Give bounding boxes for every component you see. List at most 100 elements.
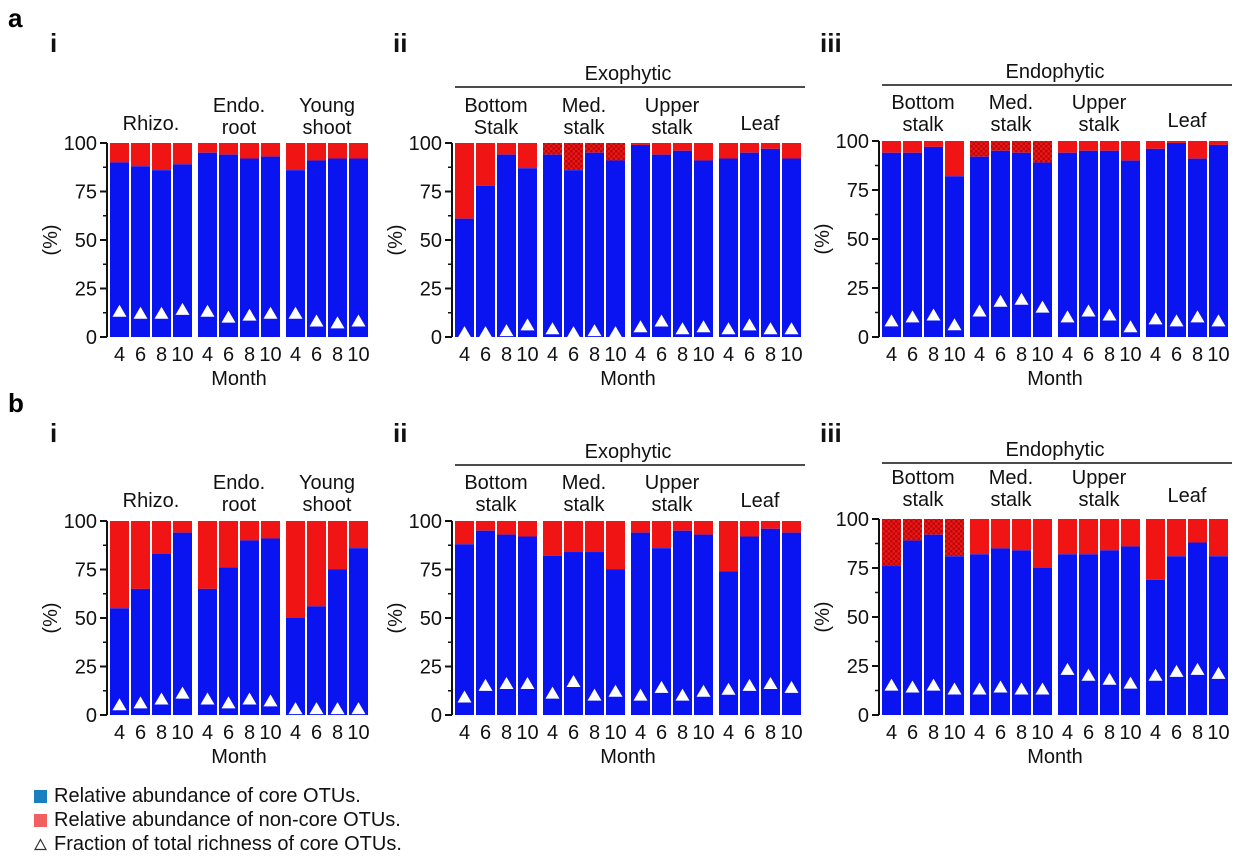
y-tick-label: 25: [75, 279, 97, 301]
x-tick-label: 4: [1150, 344, 1161, 366]
richness-marker: [633, 320, 648, 333]
richness-marker: [478, 678, 493, 691]
x-tick-label: 10: [1031, 344, 1053, 366]
bar-core: [152, 170, 171, 337]
bar-core: [131, 588, 150, 715]
richness-marker: [1102, 672, 1117, 685]
x-tick-label: 10: [943, 722, 965, 744]
bar-noncore: [1033, 519, 1052, 568]
bar-core: [131, 166, 150, 337]
bar-core: [564, 170, 583, 337]
bar-core: [694, 534, 713, 715]
section-header: Exophytic: [585, 63, 672, 85]
richness-marker: [242, 308, 257, 321]
x-tick-label: 10: [1119, 722, 1141, 744]
x-tick-label: 6: [223, 344, 234, 366]
x-tick-label: 8: [1192, 722, 1203, 744]
group-title: Stalk: [474, 117, 519, 139]
y-tick-label: 0: [431, 705, 442, 727]
richness-marker: [263, 694, 278, 707]
bar-core: [740, 536, 759, 715]
richness-marker: [947, 682, 962, 695]
richness-marker: [742, 318, 757, 331]
bar-core: [110, 162, 129, 337]
richness-marker: [784, 680, 799, 693]
group-title: stalk: [475, 494, 517, 516]
x-tick-label: 8: [589, 722, 600, 744]
richness-marker: [675, 322, 690, 335]
bar-core: [198, 152, 217, 337]
x-tick-label: 8: [1104, 722, 1115, 744]
richness-marker: [330, 702, 345, 715]
group-title: Leaf: [1168, 110, 1207, 132]
x-tick-label: 6: [135, 722, 146, 744]
bar-core: [782, 158, 801, 337]
x-tick-label: 10: [692, 344, 714, 366]
richness-marker: [654, 680, 669, 693]
group-title: Upper: [1072, 467, 1127, 489]
bar-noncore: [924, 519, 943, 535]
group-title: Med.: [562, 95, 606, 117]
bar-core: [970, 554, 989, 715]
bar-core: [219, 154, 238, 337]
richness-marker: [947, 318, 962, 331]
group-title: shoot: [303, 117, 352, 139]
legend-core-label: Relative abundance of core OTUs.: [54, 784, 361, 807]
bar-core: [1146, 148, 1165, 337]
richness-marker: [351, 702, 366, 715]
bar-noncore: [152, 143, 171, 171]
y-tick-label: 100: [836, 131, 869, 153]
group-title: Endo.: [213, 472, 265, 494]
y-tick-label: 50: [75, 230, 97, 252]
x-tick-label: 4: [459, 344, 470, 366]
group-title: Upper: [645, 95, 700, 117]
x-tick-label: 4: [723, 722, 734, 744]
legend-noncore-label: Relative abundance of non-core OTUs.: [54, 808, 401, 831]
richness-marker: [1035, 300, 1050, 313]
bar-core: [240, 158, 259, 337]
x-tick-label: 8: [244, 344, 255, 366]
richness-marker: [133, 696, 148, 709]
richness-marker: [884, 314, 899, 327]
bar-noncore: [903, 141, 922, 153]
panel-label: iii: [820, 28, 842, 58]
group-title: stalk: [902, 489, 944, 511]
bar-noncore: [543, 143, 562, 155]
bar-noncore: [261, 143, 280, 157]
bar-noncore: [903, 519, 922, 541]
bar-core: [261, 538, 280, 715]
x-tick-label: 6: [744, 344, 755, 366]
bar-noncore: [1188, 519, 1207, 543]
richness-marker: [1014, 682, 1029, 695]
bar-core: [1033, 162, 1052, 337]
y-tick-label: 50: [420, 608, 442, 630]
x-tick-label: 4: [459, 722, 470, 744]
bar-core: [719, 571, 738, 715]
group-title: root: [222, 117, 257, 139]
bar-noncore: [970, 141, 989, 157]
bar-noncore: [286, 521, 305, 618]
x-tick-label: 4: [886, 722, 897, 744]
bar-core: [761, 528, 780, 715]
bar-noncore: [1146, 141, 1165, 149]
richness-marker: [112, 698, 127, 711]
y-axis-label: (%): [385, 224, 407, 255]
richness-marker: [1148, 668, 1163, 681]
richness-marker: [1148, 312, 1163, 325]
bar-noncore: [673, 143, 692, 151]
x-tick-label: 8: [928, 722, 939, 744]
richness-marker: [221, 696, 236, 709]
bar-noncore: [131, 521, 150, 589]
x-tick-label: 10: [692, 722, 714, 744]
bar-core: [286, 618, 305, 715]
legend-item-core: Relative abundance of core OTUs.: [34, 784, 402, 808]
richness-marker: [566, 326, 581, 339]
x-tick-label: 10: [171, 722, 193, 744]
x-tick-label: 8: [156, 344, 167, 366]
x-tick-label: 4: [974, 344, 985, 366]
x-tick-label: 8: [765, 722, 776, 744]
bar-noncore: [991, 141, 1010, 151]
bar-core: [240, 540, 259, 715]
bar-noncore: [1209, 141, 1228, 145]
x-tick-label: 6: [995, 344, 1006, 366]
